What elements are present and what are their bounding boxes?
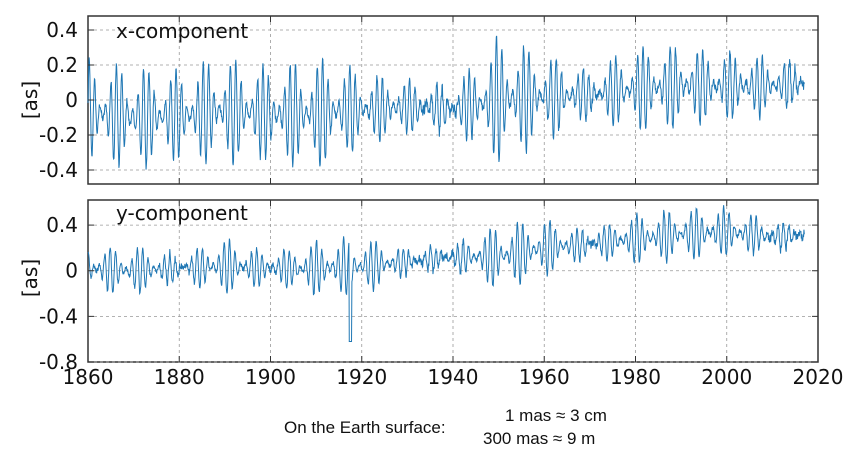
y-panel-y-ticks: 0.4 0 -0.4 -0.8 <box>39 200 819 374</box>
x-tick-label: 1900 <box>245 365 296 389</box>
x-tick-label: 1940 <box>428 365 479 389</box>
y-component-panel: 0.4 0 -0.4 -0.8 y-component [as] <box>18 199 819 374</box>
y-tick-label: 0.4 <box>46 18 78 42</box>
y-tick-label: -0.2 <box>39 123 78 147</box>
y-panel-ylabel: [as] <box>18 259 42 297</box>
y-tick-label: 0.4 <box>46 213 78 237</box>
y-tick-label: -0.8 <box>39 350 78 374</box>
y-tick-label: 0 <box>65 259 78 283</box>
x-panel-ylabel: [as] <box>18 81 42 119</box>
x-tick-label: 1980 <box>610 365 661 389</box>
x-panel-title: x-component <box>116 19 248 43</box>
y-panel-title: y-component <box>116 201 248 225</box>
x-panel-y-ticks: 0.4 0.2 0 -0.2 -0.4 <box>39 16 819 184</box>
x-tick-label: 1960 <box>519 365 570 389</box>
y-tick-label: 0 <box>65 88 78 112</box>
x-tick-label: 2000 <box>701 365 752 389</box>
footnote-label: On the Earth surface: <box>284 418 446 437</box>
x-component-panel: 0.4 0.2 0 -0.2 -0.4 x-component [as] <box>18 15 819 185</box>
x-tick-label: 1920 <box>336 365 387 389</box>
y-tick-label: 0.2 <box>46 53 78 77</box>
footnote-line-2: 300 mas ≈ 9 m <box>483 429 596 448</box>
x-tick-label: 1860 <box>63 365 114 389</box>
y-panel-grid <box>88 200 818 363</box>
x-axis-ticks: 1860 1880 1900 1920 1940 1960 1980 2000 2020 <box>63 365 844 389</box>
x-tick-label: 2020 <box>793 365 844 389</box>
x-tick-label: 1880 <box>154 365 205 389</box>
y-component-series-line <box>87 205 805 342</box>
x-component-series-line <box>87 35 805 170</box>
y-tick-label: -0.4 <box>39 304 78 328</box>
y-tick-label: -0.4 <box>39 158 78 182</box>
footnote-line-1: 1 mas ≈ 3 cm <box>505 406 607 425</box>
